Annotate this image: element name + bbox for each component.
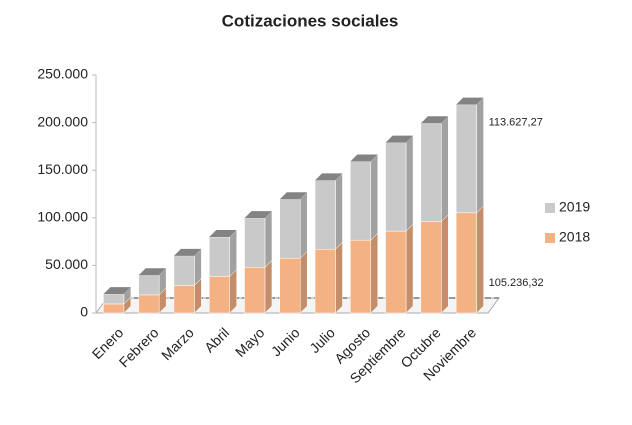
x-tick-label: Junio <box>268 324 303 359</box>
bar-side <box>405 223 414 314</box>
bar <box>138 294 160 314</box>
bar <box>279 258 301 314</box>
bar <box>350 239 372 314</box>
y-tick-label: 250.000 <box>37 66 88 82</box>
bar-side <box>299 250 308 314</box>
y-tick-label: 0 <box>80 304 88 320</box>
bar-top <box>279 192 308 200</box>
bar <box>420 221 442 314</box>
bar <box>173 255 195 286</box>
bar <box>244 267 266 314</box>
bar <box>455 212 477 314</box>
bar <box>103 303 125 314</box>
legend-label: 2019 <box>559 199 590 215</box>
bar-side <box>441 115 449 223</box>
bar-side <box>264 210 273 268</box>
bar-top <box>385 135 414 143</box>
bar-top <box>456 97 484 105</box>
bar-side <box>405 134 414 232</box>
bar-top <box>244 211 272 219</box>
bar <box>138 274 160 296</box>
bar-side <box>476 205 484 314</box>
data-label: 113.627,27 <box>489 117 543 129</box>
x-tick-label: Mayo <box>232 324 268 360</box>
x-tick-label: Abril <box>201 324 232 355</box>
bar <box>350 161 372 241</box>
bar-top <box>209 230 237 238</box>
bar-top <box>315 173 343 181</box>
bar <box>385 230 407 314</box>
bar-side <box>299 191 308 259</box>
bar <box>244 217 266 268</box>
bar <box>279 198 301 259</box>
bar <box>103 293 125 305</box>
bar <box>208 276 230 314</box>
bar <box>208 236 230 277</box>
y-tick-label: 200.000 <box>37 113 88 129</box>
x-tick-label: Marzo <box>158 324 197 363</box>
bar <box>420 123 442 222</box>
bar-side <box>229 229 237 277</box>
bar-side <box>264 259 273 314</box>
bar-side <box>441 214 449 314</box>
legend-swatch <box>545 203 555 213</box>
bar-side <box>335 241 343 314</box>
bar-top <box>350 154 378 162</box>
bar-top <box>103 287 131 295</box>
bar-top <box>420 116 449 124</box>
bar <box>314 180 336 250</box>
legend-swatch <box>545 233 555 243</box>
y-tick-label: 50.000 <box>45 256 88 272</box>
bar-top <box>173 248 202 256</box>
bar-side <box>370 232 379 314</box>
legend-label: 2018 <box>559 229 590 245</box>
bar-side <box>335 172 343 250</box>
bar <box>314 248 336 314</box>
y-tick-label: 150.000 <box>37 161 88 177</box>
y-tick-label: 100.000 <box>37 209 88 225</box>
bar-side <box>370 153 379 241</box>
x-tick-label: Febrero <box>116 324 162 370</box>
bar-side <box>229 268 237 314</box>
bar <box>455 104 477 214</box>
bar-side <box>476 97 484 214</box>
bar-top <box>138 268 167 276</box>
bar <box>385 142 407 232</box>
data-label: 105.236,32 <box>489 277 544 289</box>
chart-title: Cotizaciones sociales <box>222 11 399 30</box>
x-tick-label: Julio <box>306 324 338 356</box>
bar <box>173 285 195 314</box>
